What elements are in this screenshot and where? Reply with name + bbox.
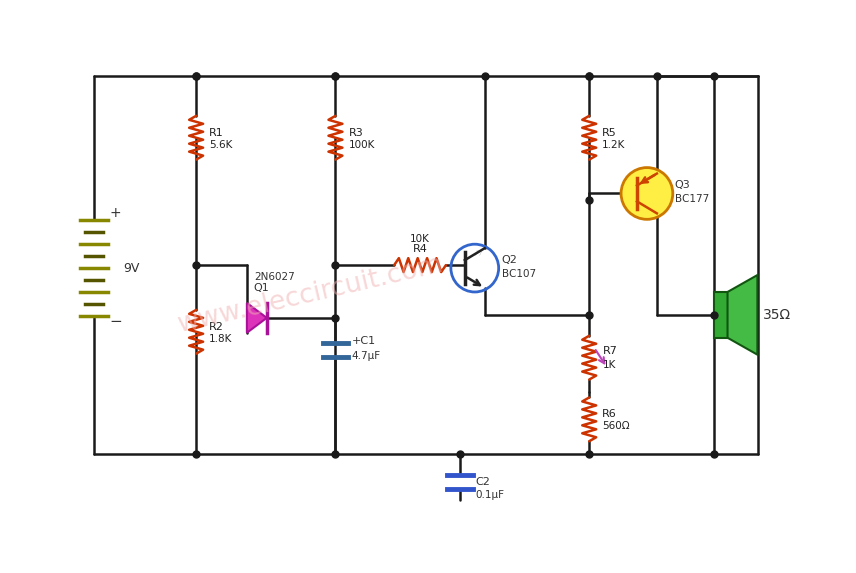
Text: R6: R6: [602, 409, 617, 419]
Text: 1K: 1K: [603, 360, 616, 370]
Text: www.eleccircuit.com: www.eleccircuit.com: [175, 252, 446, 338]
Text: 4.7μF: 4.7μF: [351, 351, 381, 360]
Circle shape: [621, 167, 673, 219]
Polygon shape: [247, 303, 267, 333]
Text: Q2: Q2: [502, 255, 518, 265]
Text: +C1: +C1: [351, 336, 376, 346]
Polygon shape: [714, 292, 728, 337]
Text: 5.6K: 5.6K: [209, 140, 233, 150]
Text: Q3: Q3: [675, 180, 691, 190]
Text: R2: R2: [209, 322, 224, 332]
Text: 100K: 100K: [348, 140, 375, 150]
Text: 9V: 9V: [123, 262, 140, 274]
Text: +: +: [110, 206, 122, 221]
Text: R1: R1: [209, 128, 223, 138]
Text: 560Ω: 560Ω: [602, 421, 630, 431]
Text: 10K: 10K: [410, 234, 430, 244]
Polygon shape: [728, 275, 758, 355]
Text: R5: R5: [602, 128, 617, 138]
Text: −: −: [110, 315, 122, 329]
Text: 35Ω: 35Ω: [764, 308, 792, 322]
Text: Q1: Q1: [254, 283, 270, 293]
Text: 2N6027: 2N6027: [254, 272, 294, 282]
Text: BC177: BC177: [675, 194, 709, 205]
Text: R4: R4: [413, 244, 427, 254]
Text: R3: R3: [348, 128, 363, 138]
Text: 1.8K: 1.8K: [209, 333, 233, 344]
Text: R7: R7: [603, 346, 618, 356]
Text: BC107: BC107: [502, 269, 536, 279]
Text: 0.1μF: 0.1μF: [476, 490, 505, 500]
Text: 1.2K: 1.2K: [602, 140, 626, 150]
Text: C2: C2: [476, 477, 490, 487]
